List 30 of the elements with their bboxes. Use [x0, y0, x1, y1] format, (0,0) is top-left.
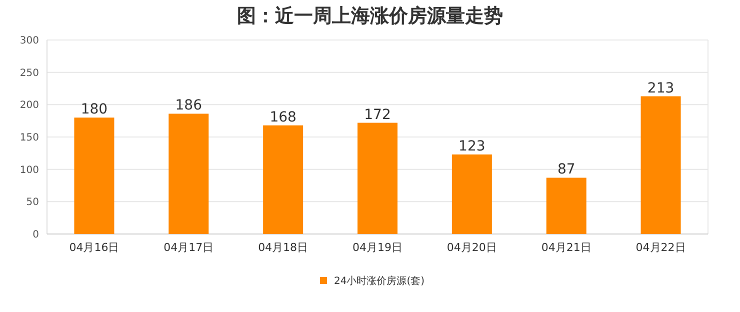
data-label: 180: [80, 102, 108, 118]
data-label: 186: [175, 98, 202, 114]
bar: [452, 154, 492, 234]
chart-title: 图：近一周上海涨价房源量走势: [237, 5, 503, 27]
bar: [358, 122, 398, 234]
x-tick-label: 04月19日: [352, 241, 402, 254]
y-tick-label: 50: [26, 197, 39, 208]
y-tick-label: 150: [20, 132, 39, 144]
data-label: 213: [647, 80, 674, 96]
data-label: 168: [270, 109, 296, 126]
x-tick-label: 04月17日: [164, 241, 214, 254]
data-label: 87: [557, 162, 576, 178]
data-label: 172: [364, 106, 391, 123]
x-tick-label: 04月22日: [636, 241, 686, 254]
bar: [168, 114, 209, 234]
y-tick-label: 100: [20, 164, 39, 176]
y-tick-label: 250: [20, 68, 39, 79]
y-tick-label: 0: [32, 230, 39, 240]
x-tick-label: 04月18日: [258, 241, 308, 254]
y-tick-label: 200: [20, 100, 39, 112]
x-tick-label: 04月20日: [446, 241, 497, 254]
bar: [546, 178, 586, 234]
y-tick-label: 300: [20, 36, 39, 46]
x-tick-label: 04月16日: [69, 241, 120, 254]
x-tick-label: 04月21日: [541, 241, 592, 254]
bar: [263, 125, 304, 234]
data-label: 123: [458, 138, 486, 154]
bar: [640, 96, 681, 234]
bar: [74, 118, 114, 234]
legend-label: 24小时涨价房源(套): [334, 275, 425, 287]
